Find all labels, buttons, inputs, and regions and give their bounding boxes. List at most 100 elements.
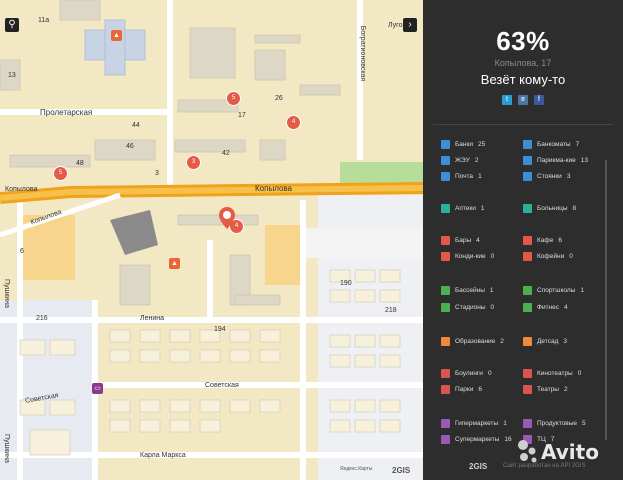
cinema-icon (523, 369, 532, 378)
category-label: Спортшколы (537, 287, 576, 294)
category-pharmacy[interactable]: Аптеки 1 (441, 204, 484, 213)
poi-count-marker[interactable]: 5 (53, 166, 68, 181)
category-count: 1 (478, 173, 482, 180)
category-bowling[interactable]: Боулинги 0 (441, 369, 492, 378)
category-fitness[interactable]: Фитнес 4 (523, 303, 568, 312)
category-scrollbar[interactable] (605, 160, 607, 440)
grocery-icon (523, 419, 532, 428)
category-count: 0 (490, 304, 495, 311)
house-number: 42 (222, 150, 230, 157)
category-count: 2 (500, 338, 504, 345)
category-label: Кинотеатры (537, 370, 573, 377)
category-mail[interactable]: Почта 1 (441, 172, 482, 181)
category-count: 25 (477, 141, 486, 148)
category-atm[interactable]: Банкоматы 7 (523, 140, 579, 149)
theatre-icon (523, 385, 532, 394)
house-number: 6 (20, 248, 24, 255)
category-grocery[interactable]: Продуктовые 5 (523, 419, 586, 428)
category-label: Стоянки (537, 173, 562, 180)
fitness-icon (523, 303, 532, 312)
house-number: 48 (76, 160, 84, 167)
house-number: 46 (126, 143, 134, 150)
category-theatre[interactable]: Театры 2 (523, 385, 568, 394)
street-label-kopylova-small: Копылова (5, 186, 38, 193)
category-parking[interactable]: Стоянки 3 (523, 172, 570, 181)
coffee-icon (523, 252, 532, 261)
chevron-right-icon[interactable]: › (403, 18, 417, 32)
category-label: Конди-кие (455, 253, 486, 260)
map-logo-2gis: 2GIS (392, 466, 411, 475)
street-label-pushkina: Пушкина (2, 279, 10, 308)
category-hypermarket[interactable]: Гипермаркеты 1 (441, 419, 507, 428)
category-count: 7 (550, 436, 555, 443)
category-housing-office[interactable]: ЖЭУ 2 (441, 156, 478, 165)
cafe-icon (523, 236, 532, 245)
category-scissors[interactable]: Парикма-кие 13 (523, 156, 588, 165)
category-sport[interactable]: Спортшколы 1 (523, 286, 584, 295)
category-hospital[interactable]: Больницы 8 (523, 204, 576, 213)
hypermarket-icon (441, 419, 450, 428)
house-number: 218 (385, 307, 397, 314)
category-count: 6 (558, 237, 562, 244)
address-label: Копылова, 17 (494, 58, 552, 68)
category-education[interactable]: Образование 2 (441, 337, 504, 346)
category-count: 16 (504, 436, 512, 443)
atm-icon (523, 140, 532, 149)
footer-credit[interactable]: Сайт разработан на API 2GIS (503, 463, 586, 469)
category-cake[interactable]: Конди-кие 0 (441, 252, 494, 261)
twitter-share-button[interactable]: t (502, 95, 512, 105)
category-count: 4 (564, 304, 568, 311)
poi-count-marker[interactable]: 5 (226, 91, 241, 106)
category-label: Супермаркеты (455, 436, 500, 443)
category-cafe[interactable]: Кафе 6 (523, 236, 562, 245)
vk-share-button[interactable]: в (518, 95, 528, 105)
category-count: 6 (478, 386, 483, 393)
location-pin-icon[interactable] (219, 207, 235, 229)
category-label: Бары (455, 237, 472, 244)
category-count: 5 (581, 420, 586, 427)
poi-count-marker[interactable]: 4 (286, 115, 301, 130)
category-label: Детсад (537, 338, 559, 345)
education-icon (441, 337, 450, 346)
facebook-share-button[interactable]: f (534, 95, 544, 105)
map-attribution: Яндекс.Карты (340, 466, 373, 472)
category-label: Продуктовые (537, 420, 577, 427)
category-bank[interactable]: Банки 25 (441, 140, 485, 149)
category-kindergarten[interactable]: Детсад 3 (523, 337, 567, 346)
pool-icon (441, 286, 450, 295)
street-label-kopylova: Копылова (255, 184, 293, 193)
panel-divider (433, 124, 613, 125)
category-pool[interactable]: Бассейны 1 (441, 286, 494, 295)
category-count: 1 (503, 420, 507, 427)
house-number: 13 (8, 72, 16, 79)
category-count: 3 (566, 173, 571, 180)
info-panel: 63% Копылова, 17 Везёт кому-то t в f Бан… (423, 0, 623, 480)
school-icon[interactable]: ▲ (169, 258, 180, 269)
poi-count-marker[interactable]: 3 (186, 155, 201, 170)
category-label: Парки (455, 386, 474, 393)
category-bar[interactable]: Бары 4 (441, 236, 480, 245)
category-count: 1 (480, 205, 485, 212)
category-coffee[interactable]: Кофейни 0 (523, 252, 573, 261)
school-icon[interactable]: ▲ (111, 30, 122, 41)
category-stadium[interactable]: Стадионы 0 (441, 303, 494, 312)
search-icon[interactable]: ⚲ (5, 18, 19, 32)
category-label: ЖЭУ (455, 157, 470, 164)
shop-icon[interactable]: ▭ (92, 383, 103, 394)
poi-count-marker[interactable]: 4 (229, 219, 244, 234)
category-cinema[interactable]: Кинотеатры 0 (523, 369, 581, 378)
category-label: Театры (537, 386, 559, 393)
parking-icon (523, 172, 532, 181)
avito-watermark: Avito (541, 440, 599, 464)
verdict-label: Везёт кому-то (480, 72, 566, 87)
category-park[interactable]: Парки 6 (441, 385, 482, 394)
supermarket-icon (441, 435, 450, 444)
category-mall[interactable]: ТЦ 7 (523, 435, 554, 444)
category-label: Бассейны (455, 287, 485, 294)
category-count: 2 (563, 386, 568, 393)
footer-2gis-logo: 2GIS (469, 462, 488, 471)
category-supermarket[interactable]: Супермаркеты 16 (441, 435, 512, 444)
house-number: 11a (38, 17, 50, 24)
map-area[interactable]: Пролетарская Копылова Копылова Копылова … (0, 0, 423, 480)
